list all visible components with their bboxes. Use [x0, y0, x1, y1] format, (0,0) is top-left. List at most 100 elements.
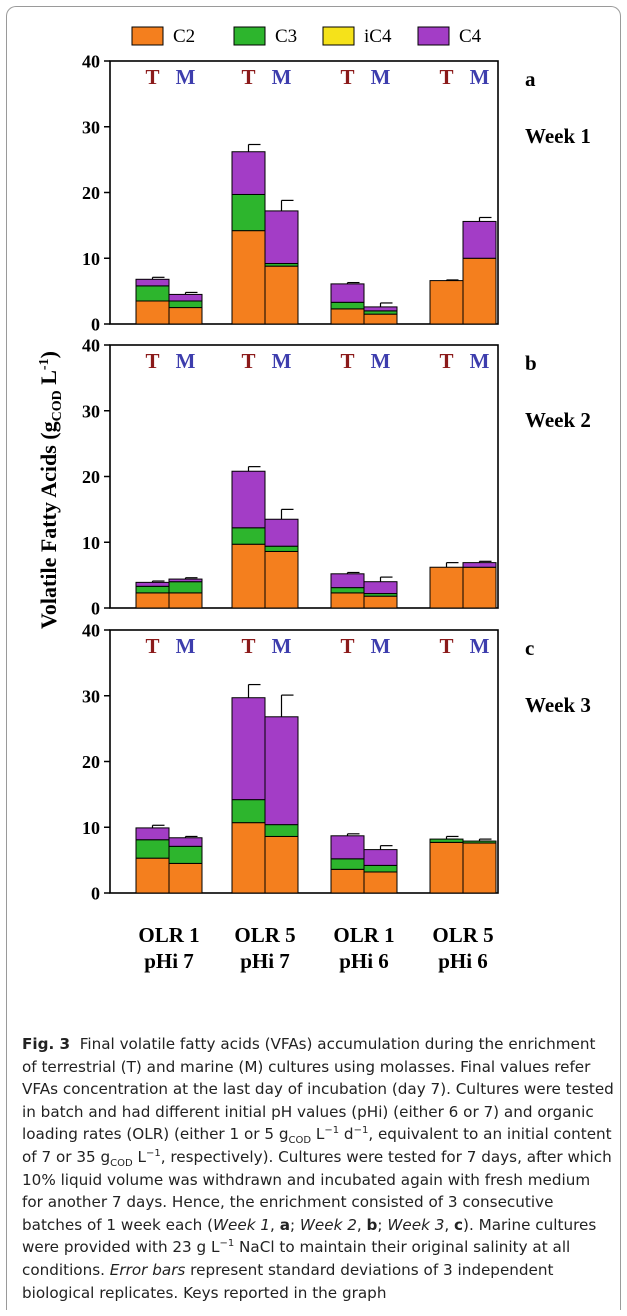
x-category-label: OLR 5	[234, 923, 295, 947]
legend-label-c2: C2	[173, 26, 195, 47]
y-tick-label: 0	[91, 315, 100, 335]
bar-segment-c3	[264, 824, 299, 837]
bar-segment-c4	[135, 581, 170, 587]
bar-segment-c3	[429, 838, 464, 843]
week-label: Week 3	[525, 693, 591, 717]
bar-segment-c2	[363, 871, 398, 894]
bar-segment-c2	[330, 868, 365, 894]
culture-label-m: M	[272, 634, 292, 658]
bar-segment-c2	[135, 300, 170, 325]
bar-segment-c4	[168, 578, 203, 583]
y-tick-label: 40	[82, 621, 100, 641]
culture-label-m: M	[272, 65, 292, 89]
bar-segment-c4	[231, 151, 266, 195]
legend-swatch-c3	[233, 26, 266, 46]
bar-segment-c2	[429, 841, 464, 894]
week-label: Week 1	[525, 124, 591, 148]
y-tick-label: 0	[91, 599, 100, 619]
bar-segment-c4	[363, 306, 398, 312]
bar-segment-c4	[330, 283, 365, 303]
legend-swatch-c4	[417, 26, 450, 46]
culture-label-t: T	[340, 349, 354, 373]
week-label: Week 2	[525, 408, 591, 432]
bar-segment-c2	[330, 592, 365, 609]
bar-segment-c4	[135, 827, 170, 841]
bar-segment-c2	[168, 862, 203, 894]
y-tick-label: 30	[82, 401, 100, 421]
bar-segment-c3	[168, 300, 203, 309]
culture-label-t: T	[439, 349, 453, 373]
bar-segment-c2	[363, 595, 398, 609]
y-tick-label: 10	[82, 818, 100, 838]
culture-label-m: M	[371, 349, 391, 373]
x-category-label: pHi 6	[438, 949, 488, 973]
culture-label-t: T	[241, 349, 255, 373]
culture-label-m: M	[470, 65, 490, 89]
legend-swatch-ic4	[322, 26, 355, 46]
bar-segment-c2	[231, 230, 266, 325]
bar-segment-c4	[264, 716, 299, 826]
y-tick-label: 10	[82, 533, 100, 553]
bar-segment-c2	[462, 257, 497, 325]
bar-segment-c2	[168, 592, 203, 609]
bar-segment-c3	[168, 581, 203, 594]
culture-label-m: M	[272, 349, 292, 373]
bar-segment-c3	[231, 527, 266, 545]
culture-label-t: T	[145, 349, 159, 373]
y-tick-label: 30	[82, 117, 100, 137]
x-category-label: OLR 1	[333, 923, 394, 947]
culture-label-m: M	[470, 349, 490, 373]
y-tick-label: 10	[82, 249, 100, 269]
y-tick-label: 40	[82, 52, 100, 72]
culture-label-m: M	[176, 65, 196, 89]
culture-label-m: M	[176, 349, 196, 373]
caption-text: Final volatile fatty acids (VFAs) accumu…	[22, 1035, 614, 1302]
y-tick-label: 20	[82, 467, 100, 487]
culture-label-t: T	[340, 65, 354, 89]
bar-segment-c3	[135, 839, 170, 859]
bar-segment-c4	[264, 210, 299, 265]
bar-segment-c2	[264, 550, 299, 609]
figure-caption: Fig. 3 Final volatile fatty acids (VFAs)…	[22, 1033, 614, 1304]
x-category-label: OLR 1	[138, 923, 199, 947]
bar-segment-c4	[231, 697, 266, 801]
bar-segment-c4	[264, 518, 299, 547]
bar-segment-c3	[330, 301, 365, 310]
bar-segment-c2	[462, 842, 497, 894]
bar-segment-c3	[135, 585, 170, 594]
bar-segment-c4	[462, 220, 497, 259]
bar-segment-c2	[135, 857, 170, 894]
panel-letter: a	[525, 67, 536, 91]
bar-segment-c3	[330, 858, 365, 870]
bar-segment-c3	[135, 285, 170, 302]
bar-segment-c3	[231, 193, 266, 232]
bar-segment-c2	[231, 822, 266, 894]
bar-segment-c2	[264, 265, 299, 325]
legend-label-ic4: iC4	[364, 26, 392, 47]
bar-segment-c3	[264, 545, 299, 552]
culture-label-t: T	[145, 634, 159, 658]
y-tick-label: 30	[82, 686, 100, 706]
culture-label-m: M	[371, 65, 391, 89]
bar-segment-c3	[231, 799, 266, 824]
bar-segment-c4	[330, 835, 365, 860]
bar-segment-c2	[429, 280, 464, 325]
bar-segment-c4	[330, 573, 365, 589]
legend-label-c3: C3	[275, 26, 297, 47]
bar-segment-c2	[168, 307, 203, 325]
y-tick-label: 40	[82, 336, 100, 356]
x-category-label: pHi 6	[339, 949, 389, 973]
bar-segment-c2	[135, 592, 170, 609]
caption-label: Fig. 3	[22, 1035, 71, 1053]
x-category-label: pHi 7	[240, 949, 290, 973]
bar-segment-c4	[363, 849, 398, 866]
bar-segment-c2	[330, 308, 365, 325]
panel-letter: c	[525, 636, 534, 660]
legend-swatch-c2	[131, 26, 164, 46]
y-tick-label: 20	[82, 752, 100, 772]
y-axis-label: Volatile Fatty Acids (gCOD L-1)	[36, 351, 65, 629]
culture-label-t: T	[340, 634, 354, 658]
